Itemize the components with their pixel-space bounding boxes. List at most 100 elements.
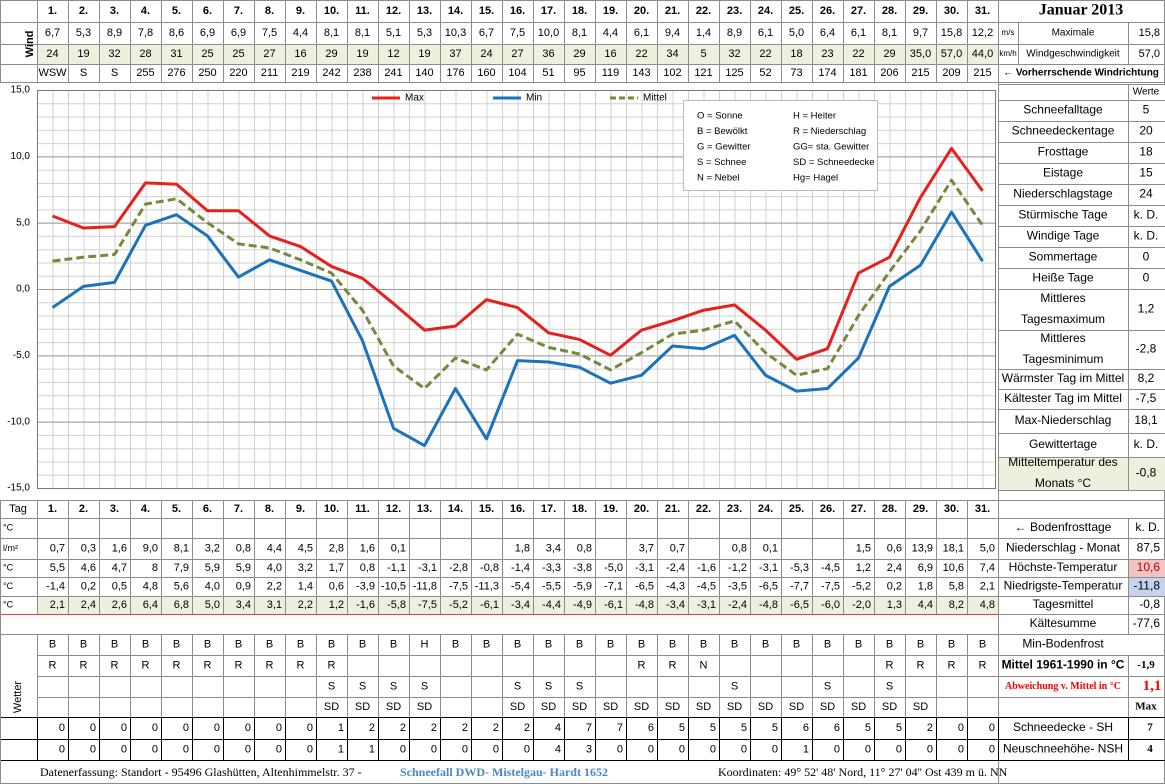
weather-code: B: [235, 638, 242, 650]
wind-speed-ms: 8,1: [572, 27, 587, 39]
wind-direction: S: [111, 67, 118, 79]
table-value: -2,4: [728, 599, 747, 611]
table-value: 3,7: [639, 542, 654, 554]
cell-bg: [1128, 559, 1165, 577]
weather-code: B: [204, 638, 211, 650]
wind-speed-ms: 9,7: [913, 27, 928, 39]
wind-speed-ms: 5,3: [76, 27, 91, 39]
weather-code: SD: [665, 701, 680, 713]
wind-speed-ms: 8,1: [882, 27, 897, 39]
stats-value: 0: [1143, 271, 1150, 285]
stats-label: Monats °C: [1035, 476, 1091, 490]
day-label: 14.: [448, 5, 463, 17]
wind-direction: 276: [167, 67, 185, 79]
day-label: 25.: [789, 503, 804, 515]
row-summary-value: -77,6: [1133, 616, 1161, 630]
table-value: 0,2: [887, 580, 902, 592]
unit: m/s: [1002, 28, 1015, 37]
row-summary-label: Tagesmittel: [1033, 597, 1094, 611]
weather-code: R: [328, 659, 336, 671]
day-label: 18.: [572, 503, 587, 515]
table-value: -5,5: [542, 580, 561, 592]
wind-direction: 140: [415, 67, 433, 79]
wind-direction: 238: [353, 67, 371, 79]
day-label: 4.: [141, 503, 150, 515]
day-label: 1.: [48, 503, 57, 515]
table-value: 6,8: [174, 599, 189, 611]
snow-value: 0: [245, 722, 251, 734]
table-value: 0,3: [81, 542, 96, 554]
row-summary-label: Höchste-Temperatur: [1009, 560, 1118, 574]
table-value: 4,8: [143, 580, 158, 592]
row-summary-value: 10,6: [1137, 560, 1161, 574]
weather-code: B: [452, 638, 459, 650]
weather-code: B: [297, 638, 304, 650]
table-value: -1,4: [511, 562, 530, 574]
table-value: -4,8: [759, 599, 778, 611]
table-value: -6,5: [759, 580, 778, 592]
wind-speed-kmh: 23: [821, 48, 833, 60]
unit: °C: [3, 581, 14, 591]
row-summary-label: Abweichung v. Mittel in °C: [1005, 681, 1121, 692]
day-label: 18.: [572, 5, 587, 17]
snow-value: 0: [524, 743, 530, 755]
weather-code: B: [607, 638, 614, 650]
wind-speed-kmh: 25: [232, 48, 244, 60]
weather-code: B: [173, 638, 180, 650]
wind-direction: 209: [942, 67, 960, 79]
day-label: 16.: [510, 5, 525, 17]
table-value: 1,4: [298, 580, 313, 592]
day-label: 26.: [820, 503, 835, 515]
unit: l/m²: [3, 543, 18, 553]
snow-value: 0: [152, 722, 158, 734]
wind-direction: 52: [759, 67, 771, 79]
snow-value: 0: [214, 743, 220, 755]
wind-direction: 104: [508, 67, 526, 79]
cell-bg: [1128, 577, 1165, 596]
weather-code: SD: [541, 701, 556, 713]
day-label: 9.: [296, 5, 305, 17]
weather-code: B: [142, 638, 149, 650]
y-tick-label: -10,0: [7, 416, 30, 427]
snow-value: 0: [865, 743, 871, 755]
table-value: -3,1: [759, 562, 778, 574]
weather-code: SD: [603, 701, 618, 713]
day-label: 22.: [696, 503, 711, 515]
table-value: 2,2: [267, 580, 282, 592]
table-value: -7,5: [821, 580, 840, 592]
table-value: -1,1: [387, 562, 406, 574]
table-value: -5,9: [573, 580, 592, 592]
stats-label: Tagesmaximum: [1021, 312, 1105, 326]
table-value: -7,5: [449, 580, 468, 592]
day-label: 15.: [479, 503, 494, 515]
weather-code: H: [421, 638, 429, 650]
weather-code: SD: [572, 701, 587, 713]
day-label: 5.: [172, 5, 181, 17]
table-value: -7,5: [418, 599, 437, 611]
wind-speed-kmh: 37: [449, 48, 461, 60]
wind-speed-kmh: 16: [604, 48, 616, 60]
legend-label: Max: [405, 93, 424, 104]
stats-label: Mitteltemperatur des: [1008, 455, 1117, 469]
table-value: 2,1: [50, 599, 65, 611]
cell-bg: [37, 596, 998, 614]
weather-code: B: [917, 638, 924, 650]
table-value: 8: [152, 562, 158, 574]
wind-direction: 241: [384, 67, 402, 79]
day-label: 21.: [665, 5, 680, 17]
wind-speed-kmh: 22: [635, 48, 647, 60]
wind-direction: 125: [725, 67, 743, 79]
table-value: 2,4: [81, 599, 96, 611]
day-label: 17.: [541, 5, 556, 17]
wind-direction: 73: [790, 67, 802, 79]
table-value: 4,4: [918, 599, 933, 611]
table-value: 4,0: [267, 562, 282, 574]
stats-header: Werte: [1133, 87, 1160, 98]
wind-direction: 215: [911, 67, 929, 79]
day-label: 19.: [603, 5, 618, 17]
snow-value: 0: [152, 743, 158, 755]
weather-code: R: [948, 659, 956, 671]
weather-code: S: [359, 680, 366, 692]
table-value: 1,5: [856, 542, 871, 554]
table-value: 5,5: [50, 562, 65, 574]
